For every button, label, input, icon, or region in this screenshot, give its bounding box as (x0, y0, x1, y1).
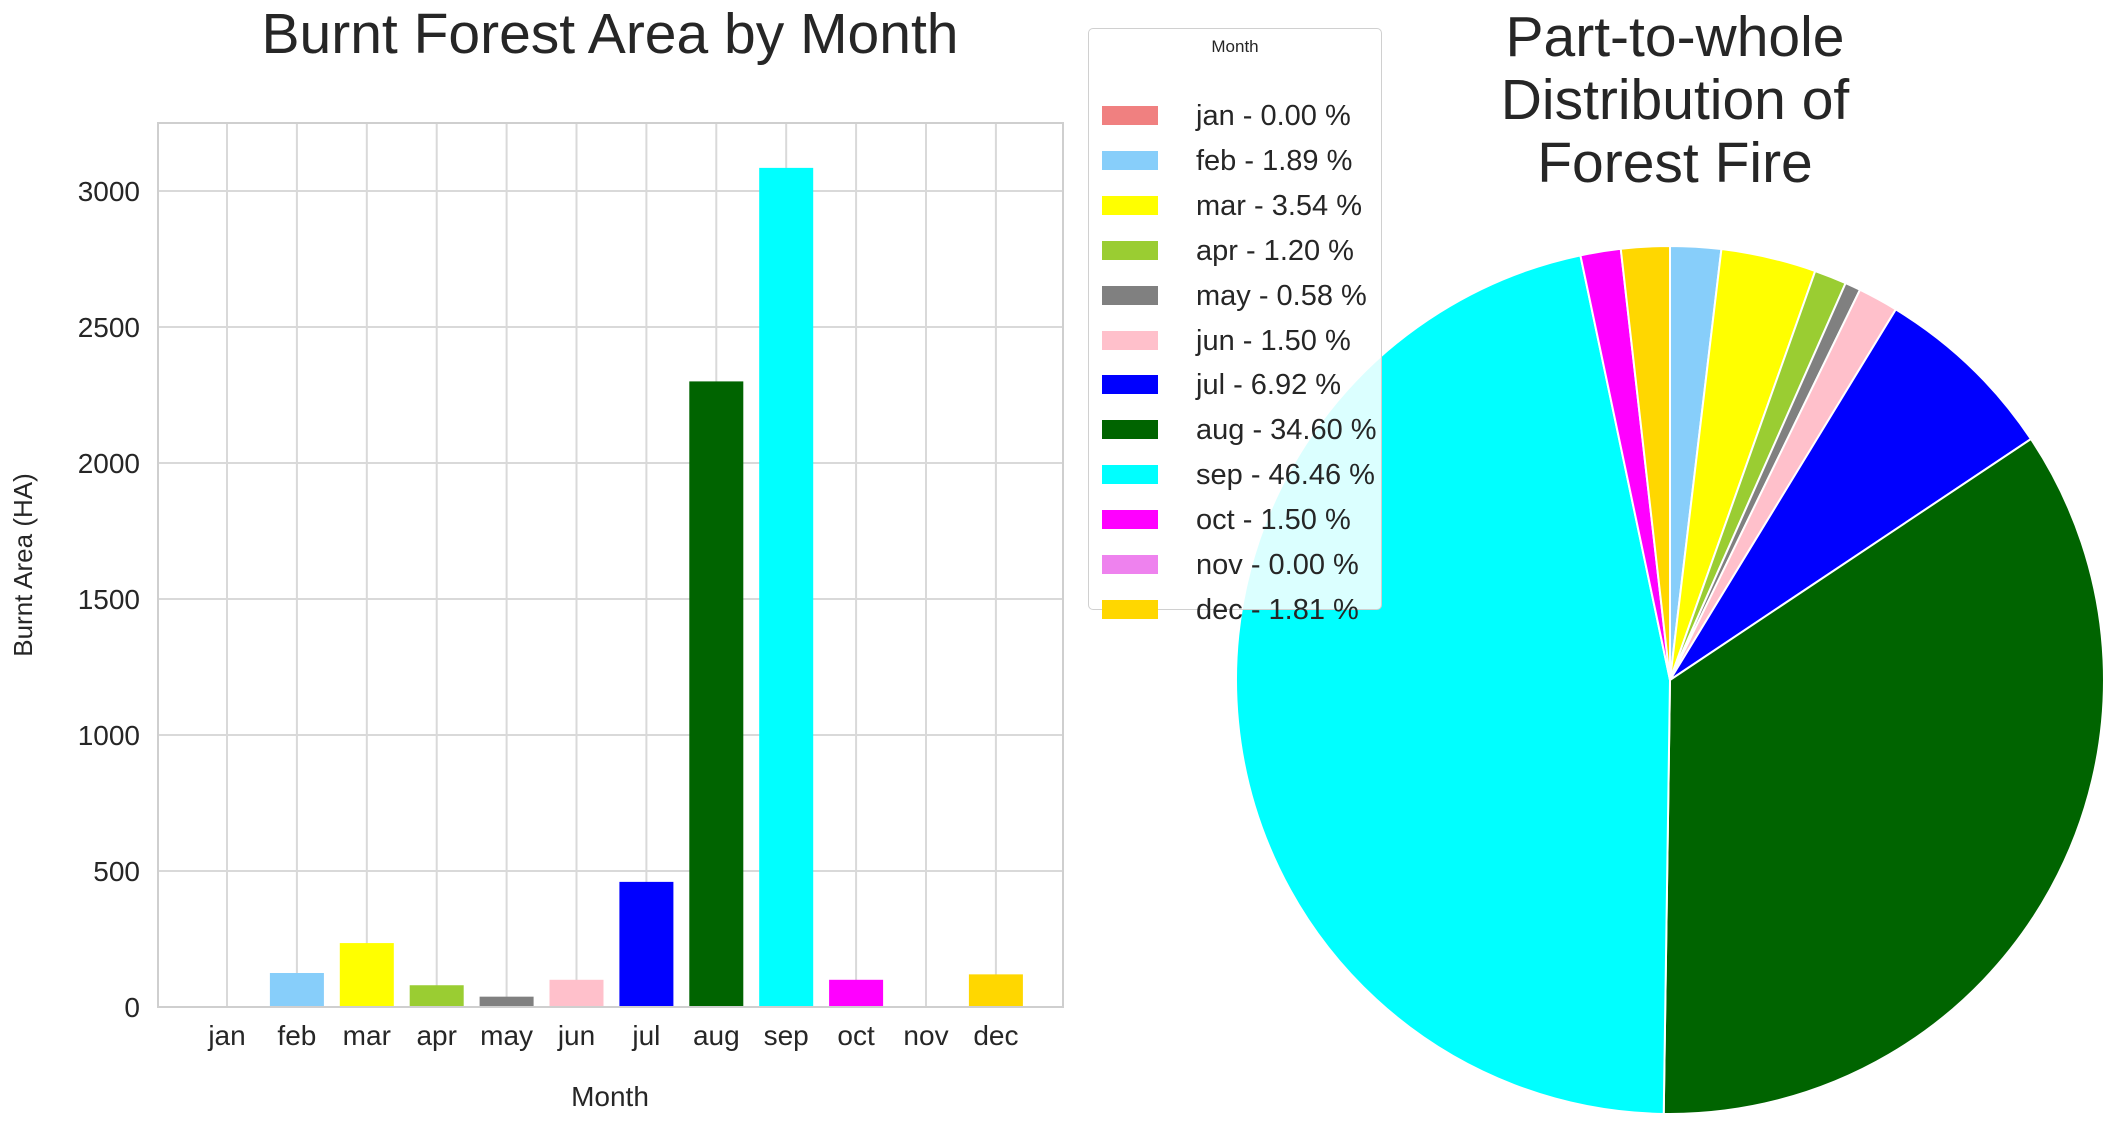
bar-series (269, 167, 1023, 1007)
bar-x-tick-label: jul (631, 1020, 660, 1051)
legend-swatch (1102, 150, 1158, 170)
bar-x-tick-label: sep (764, 1020, 809, 1051)
bar-x-tick-label: jun (557, 1020, 595, 1051)
bar-x-tick-label: mar (343, 1020, 391, 1051)
legend-swatch (1102, 240, 1158, 260)
legend-label: sep - 46.46 % (1196, 459, 1375, 492)
bar-oct (829, 979, 884, 1007)
legend-swatch (1102, 510, 1158, 530)
bar-feb (269, 973, 324, 1007)
legend-label: dec - 1.81 % (1196, 593, 1359, 626)
bar-may (479, 996, 534, 1007)
bar-aug (689, 381, 744, 1007)
bar-y-axis: 0 500 1000 1500 2000 2500 3000 (78, 176, 140, 1023)
pie-legend: Month jan - 0.00 % feb - 1.89 % mar - 3.54… (1088, 28, 1382, 626)
bar-y-tick-label: 3000 (78, 176, 140, 207)
bar-x-tick-label: nov (903, 1020, 948, 1051)
legend-label: jan - 0.00 % (1196, 100, 1351, 132)
pie-title-line-2: Distribution of (1500, 68, 1850, 132)
pie-title-line-1: Part-to-whole (1505, 5, 1845, 69)
bar-y-tick-label: 2000 (78, 448, 140, 479)
pie-chart (1235, 244, 2105, 1115)
bar-jun (549, 979, 604, 1007)
legend-swatch (1102, 465, 1158, 485)
pie-slice-aug (1662, 437, 2105, 1115)
bar-mar (339, 943, 394, 1007)
pie-slice-dec (1619, 244, 1671, 681)
legend-label: feb - 1.89 % (1196, 144, 1353, 177)
bar-x-tick-label: feb (277, 1020, 316, 1051)
legend-swatch (1102, 599, 1158, 619)
legend-swatch (1102, 330, 1158, 350)
legend-swatch (1102, 375, 1158, 395)
legend-label: jul - 6.92 % (1196, 369, 1342, 402)
legend-swatch (1102, 555, 1158, 574)
bar-x-tick-label: may (480, 1020, 533, 1051)
bar-y-tick-label: 1500 (78, 584, 140, 615)
bar-dec (968, 974, 1023, 1007)
bar-y-tick-label: 2500 (78, 312, 140, 343)
bar-x-tick-label: apr (416, 1020, 456, 1051)
pie-chart-title: Part-to-whole Distribution of Forest Fir… (1385, 6, 1965, 195)
bar-plot-frame (157, 122, 1064, 1008)
legend-label: aug - 34.60 % (1196, 414, 1377, 447)
bar-y-tick-label: 0 (124, 992, 140, 1023)
bar-x-tick-label: aug (693, 1020, 740, 1051)
bar-sep (759, 167, 814, 1007)
bar-apr (409, 985, 464, 1007)
bar-chart-title: Burnt Forest Area by Month (261, 2, 959, 66)
bar-x-tick-label: oct (837, 1020, 875, 1051)
bar-plot-area (158, 123, 1063, 1007)
bar-jul (619, 881, 674, 1007)
pie-title-line-3: Forest Fire (1537, 131, 1813, 195)
bar-x-axis-label: Month (571, 1081, 649, 1112)
legend-title: Month (1211, 37, 1259, 56)
pie-slice-jul (1669, 308, 2033, 681)
legend-label: mar - 3.54 % (1196, 189, 1362, 222)
legend-swatch (1102, 420, 1158, 440)
bar-x-tick-label: jan (207, 1020, 245, 1051)
legend-label: may - 0.58 % (1196, 279, 1367, 312)
bar-y-tick-label: 1000 (78, 720, 140, 751)
bar-y-axis-label: Burnt Area (HA) (8, 473, 38, 657)
legend-label: jun - 1.50 % (1196, 324, 1351, 357)
bar-x-axis: jan feb mar apr may jun jul aug sep oct nov dec (207, 1020, 1018, 1051)
bar-y-tick-label: 500 (93, 856, 140, 887)
bar-x-tick-label: dec (973, 1020, 1018, 1051)
bar-chart: 0 500 1000 1500 2000 2500 3000 jan feb mar apr may… (8, 122, 1064, 1112)
legend-swatch (1102, 106, 1158, 125)
legend-label: apr - 1.20 % (1196, 234, 1354, 267)
legend-label: oct - 1.50 % (1196, 504, 1351, 537)
legend-swatch (1102, 285, 1158, 305)
legend-swatch (1102, 195, 1158, 215)
legend-label: nov - 0.00 % (1196, 549, 1359, 581)
